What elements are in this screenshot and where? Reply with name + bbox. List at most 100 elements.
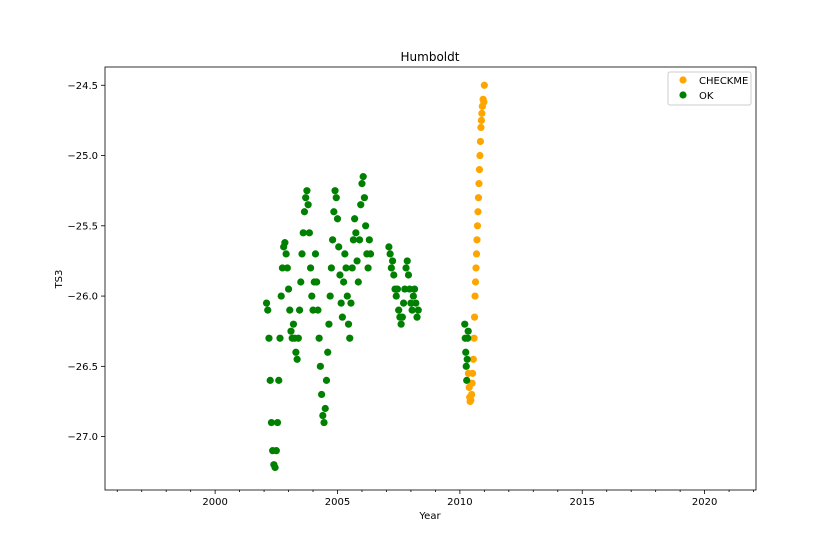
point-ok-61 xyxy=(337,299,345,307)
point-ok-59 xyxy=(335,243,343,251)
point-ok-16 xyxy=(282,250,290,258)
point-ok-88 xyxy=(387,264,395,272)
x-tick-label-2005: 2005 xyxy=(325,497,350,508)
point-ok-36 xyxy=(306,264,315,272)
point-ok-44 xyxy=(316,362,324,370)
point-ok-79 xyxy=(359,173,367,181)
legend-box xyxy=(667,71,752,106)
x-tick-label-2020: 2020 xyxy=(692,497,717,508)
point-ok-94 xyxy=(395,306,403,314)
x-tick-label-2010: 2010 xyxy=(447,497,472,508)
point-ok-107 xyxy=(410,285,419,293)
point-checkme-16 xyxy=(473,222,482,230)
point-ok-60 xyxy=(336,271,344,279)
point-ok-31 xyxy=(300,208,309,216)
point-ok-40 xyxy=(311,250,320,258)
point-ok-0 xyxy=(262,299,271,307)
point-ok-81 xyxy=(362,222,370,230)
point-checkme-22 xyxy=(476,137,485,146)
point-ok-77 xyxy=(357,201,365,209)
point-ok-74 xyxy=(353,257,361,265)
point-ok-12 xyxy=(277,292,285,300)
point-ok-102 xyxy=(404,271,413,279)
point-ok-20 xyxy=(287,327,295,335)
point-checkme-8 xyxy=(469,355,477,363)
point-ok-43 xyxy=(315,334,323,342)
legend-marker-checkme xyxy=(679,76,687,84)
point-ok-49 xyxy=(322,376,331,384)
point-ok-90 xyxy=(390,271,398,279)
point-ok-108 xyxy=(412,299,420,307)
point-ok-62 xyxy=(338,313,346,321)
point-ok-8 xyxy=(272,447,280,455)
point-ok-46 xyxy=(319,411,327,420)
point-ok-19 xyxy=(286,306,294,314)
point-ok-96 xyxy=(397,320,405,328)
point-ok-42 xyxy=(314,306,322,314)
point-ok-7 xyxy=(271,463,279,472)
point-checkme-28 xyxy=(480,98,488,106)
point-ok-15 xyxy=(281,239,289,247)
point-ok-109 xyxy=(413,313,421,321)
point-ok-114 xyxy=(462,362,470,370)
y-axis: −27.0 −26.5 −26.0 −25.5 −25.0 −24.5 xyxy=(67,81,105,443)
point-ok-45 xyxy=(317,390,326,399)
axes-frame xyxy=(104,66,757,491)
point-ok-64 xyxy=(341,250,349,258)
point-ok-83 xyxy=(364,264,372,272)
point-ok-34 xyxy=(304,201,312,209)
point-ok-67 xyxy=(344,320,353,328)
point-ok-53 xyxy=(327,264,335,272)
point-ok-68 xyxy=(346,334,354,342)
y-tick-label-1: −26.5 xyxy=(67,362,98,373)
point-checkme-20 xyxy=(475,165,484,174)
point-ok-70 xyxy=(348,264,356,272)
point-ok-78 xyxy=(358,180,366,188)
point-ok-106 xyxy=(409,292,417,300)
point-checkme-6 xyxy=(468,379,476,387)
point-ok-84 xyxy=(365,236,373,244)
point-checkme-21 xyxy=(476,151,484,160)
point-ok-105 xyxy=(408,306,416,314)
point-ok-11 xyxy=(276,334,284,342)
point-ok-69 xyxy=(347,299,355,307)
point-checkme-19 xyxy=(475,180,483,188)
point-checkme-7 xyxy=(468,369,477,377)
point-ok-76 xyxy=(355,236,364,244)
point-checkme-5 xyxy=(468,390,476,399)
point-ok-101 xyxy=(403,257,411,265)
x-axis: 2000 2005 2010 2015 2020 xyxy=(116,490,754,508)
point-ok-18 xyxy=(284,285,293,293)
point-checkme-29 xyxy=(480,81,488,89)
point-checkme-14 xyxy=(472,250,481,258)
point-ok-118 xyxy=(464,327,472,335)
legend-label-checkme: CHECKME xyxy=(699,76,748,87)
legend: CHECKME OK xyxy=(667,71,752,106)
point-ok-116 xyxy=(463,355,471,363)
y-tick-label-2: −26.0 xyxy=(67,292,98,303)
point-ok-32 xyxy=(302,194,310,202)
point-checkme-9 xyxy=(470,334,478,342)
point-ok-27 xyxy=(295,306,304,314)
point-ok-2 xyxy=(265,334,273,342)
point-ok-26 xyxy=(294,334,302,342)
point-checkme-4 xyxy=(467,396,475,404)
point-checkme-13 xyxy=(472,264,480,272)
y-tick-label-0: −27.0 xyxy=(67,432,98,443)
point-ok-9 xyxy=(273,418,282,427)
x-tick-label-2000: 2000 xyxy=(202,497,227,508)
x-axis-label: Year xyxy=(418,511,441,522)
point-ok-35 xyxy=(305,229,313,237)
point-ok-86 xyxy=(385,243,393,251)
point-checkme-25 xyxy=(478,109,486,117)
point-checkme-17 xyxy=(474,208,482,216)
point-checkme-10 xyxy=(470,313,479,321)
y-tick-label-5: −24.5 xyxy=(67,81,98,92)
point-checkme-18 xyxy=(474,194,483,202)
point-ok-113 xyxy=(462,348,470,356)
point-ok-28 xyxy=(297,278,305,286)
point-ok-3 xyxy=(266,376,274,384)
point-ok-54 xyxy=(329,236,337,244)
plot-area xyxy=(104,66,757,491)
